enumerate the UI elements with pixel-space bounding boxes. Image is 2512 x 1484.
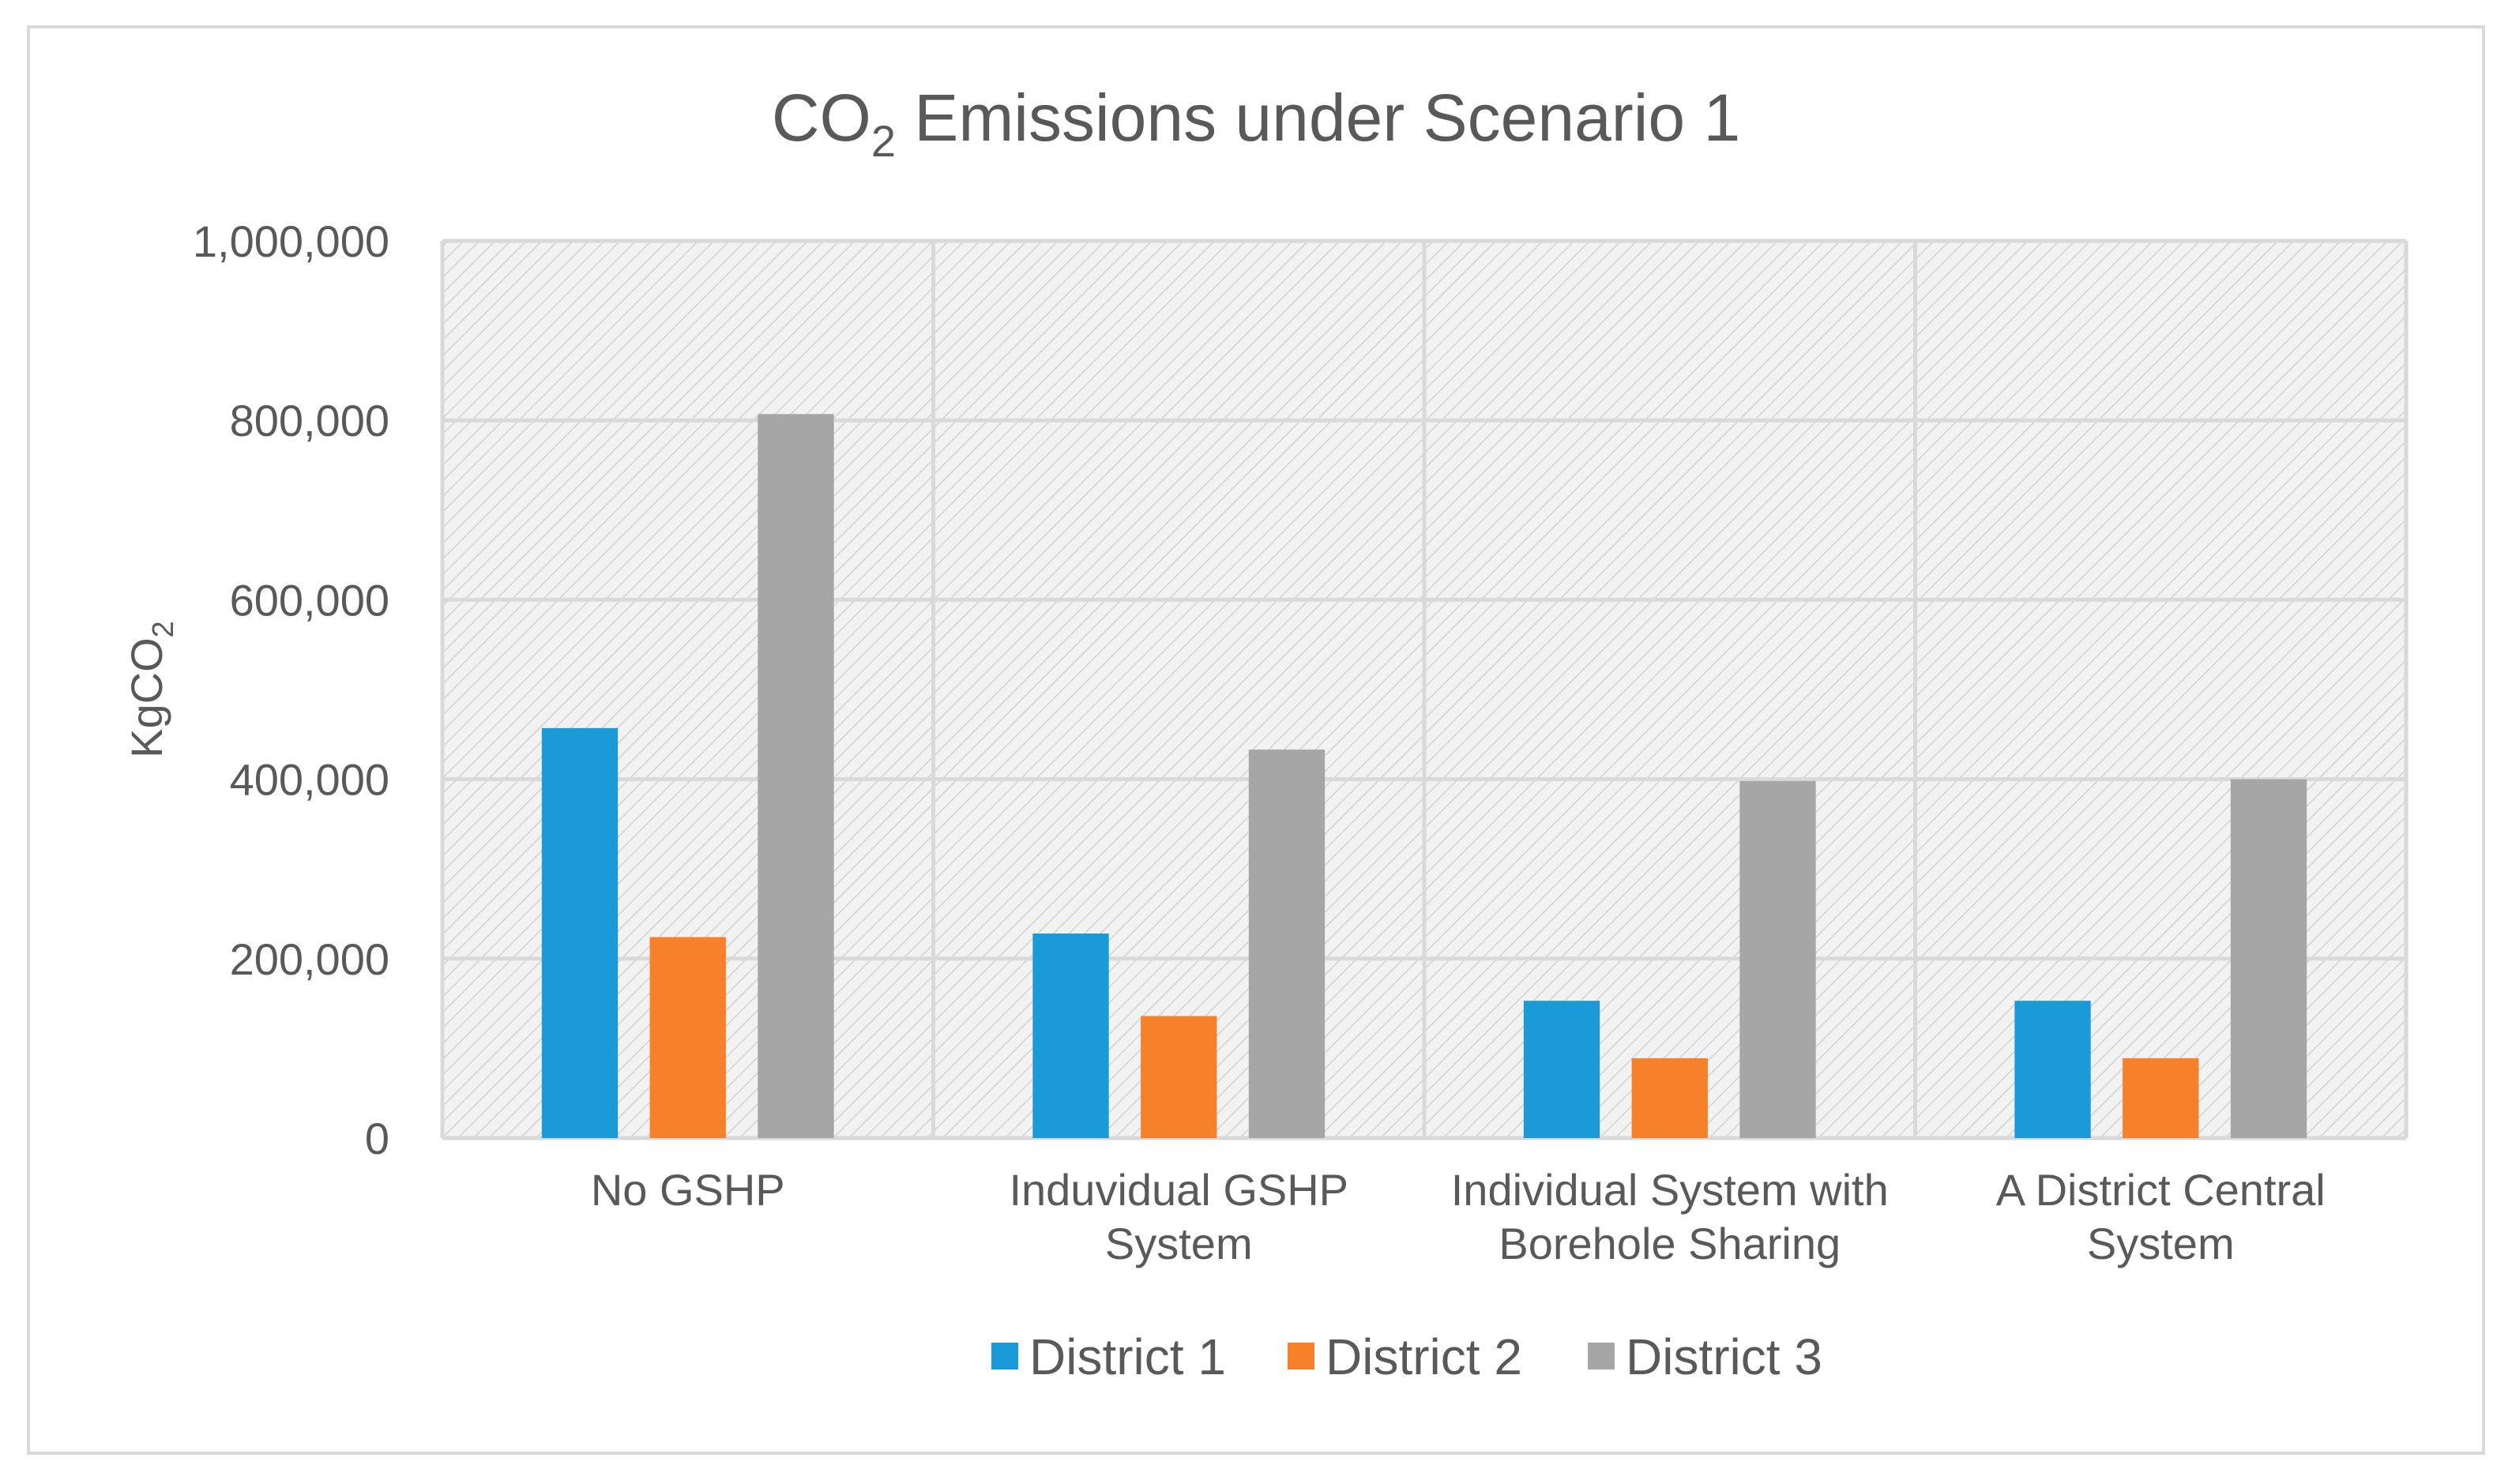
- legend-label: District 2: [1326, 1328, 1522, 1385]
- x-category-label-line: Individual System with: [1451, 1165, 1889, 1215]
- bar-district-3: [1739, 780, 1816, 1138]
- y-axis-label-main: KgCO: [122, 637, 171, 758]
- y-axis-label-subscript: 2: [147, 621, 180, 637]
- gridlines: [440, 239, 2409, 1140]
- bar-district-3: [758, 414, 834, 1138]
- bar-district-1: [2014, 1001, 2091, 1138]
- bar-district-2: [2123, 1058, 2199, 1138]
- x-category-label: No GSHP: [591, 1165, 785, 1215]
- bar-district-2: [649, 937, 726, 1138]
- y-tick-label: 200,000: [230, 934, 389, 984]
- y-tick-label: 600,000: [230, 575, 389, 625]
- bar-district-2: [1631, 1058, 1708, 1138]
- x-category-label: Individual System with Borehole Sharing: [1451, 1165, 1889, 1268]
- x-category-label: A District Central System: [1996, 1165, 2326, 1268]
- x-category-label-line: Induvidual GSHP: [1009, 1165, 1348, 1215]
- chart-title-subscript: 2: [871, 116, 896, 166]
- y-tick-label: 1,000,000: [193, 216, 389, 266]
- x-category-label: Induvidual GSHP System: [1009, 1165, 1348, 1268]
- bar-district-3: [1248, 750, 1326, 1138]
- legend-label: District 3: [1626, 1328, 1822, 1385]
- chart-title: CO2 Emissions under Scenario 1: [772, 81, 1740, 166]
- x-category-label-line: A District Central: [1996, 1165, 2326, 1215]
- bar-district-3: [2230, 779, 2307, 1138]
- y-axis-tick-labels: 0 200,000 400,000 600,000 800,000 1,000,000: [193, 216, 389, 1163]
- bar-district-1: [541, 727, 619, 1138]
- y-tick-label: 0: [365, 1114, 389, 1163]
- bar-district-1: [1032, 933, 1109, 1138]
- legend-swatch: [1288, 1343, 1314, 1369]
- x-category-label-line: System: [1105, 1219, 1253, 1268]
- bars: [541, 414, 2307, 1138]
- bar-district-1: [1523, 1001, 1600, 1138]
- y-axis-label: KgCO2: [122, 621, 180, 758]
- y-tick-label: 800,000: [230, 396, 389, 445]
- legend-swatch: [1588, 1343, 1615, 1369]
- legend-label: District 1: [1029, 1328, 1226, 1385]
- x-category-label-line: System: [2087, 1219, 2235, 1268]
- y-tick-label: 400,000: [230, 755, 389, 805]
- x-category-label-line: Borehole Sharing: [1499, 1219, 1841, 1268]
- chart-title-rest: Emissions under Scenario 1: [896, 81, 1740, 155]
- bar-district-2: [1141, 1016, 1217, 1138]
- legend-swatch: [991, 1343, 1018, 1369]
- legend: District 1 District 2 District 3: [991, 1328, 1822, 1385]
- chart-title-main: CO: [772, 81, 871, 155]
- x-category-label-line: No GSHP: [591, 1165, 785, 1215]
